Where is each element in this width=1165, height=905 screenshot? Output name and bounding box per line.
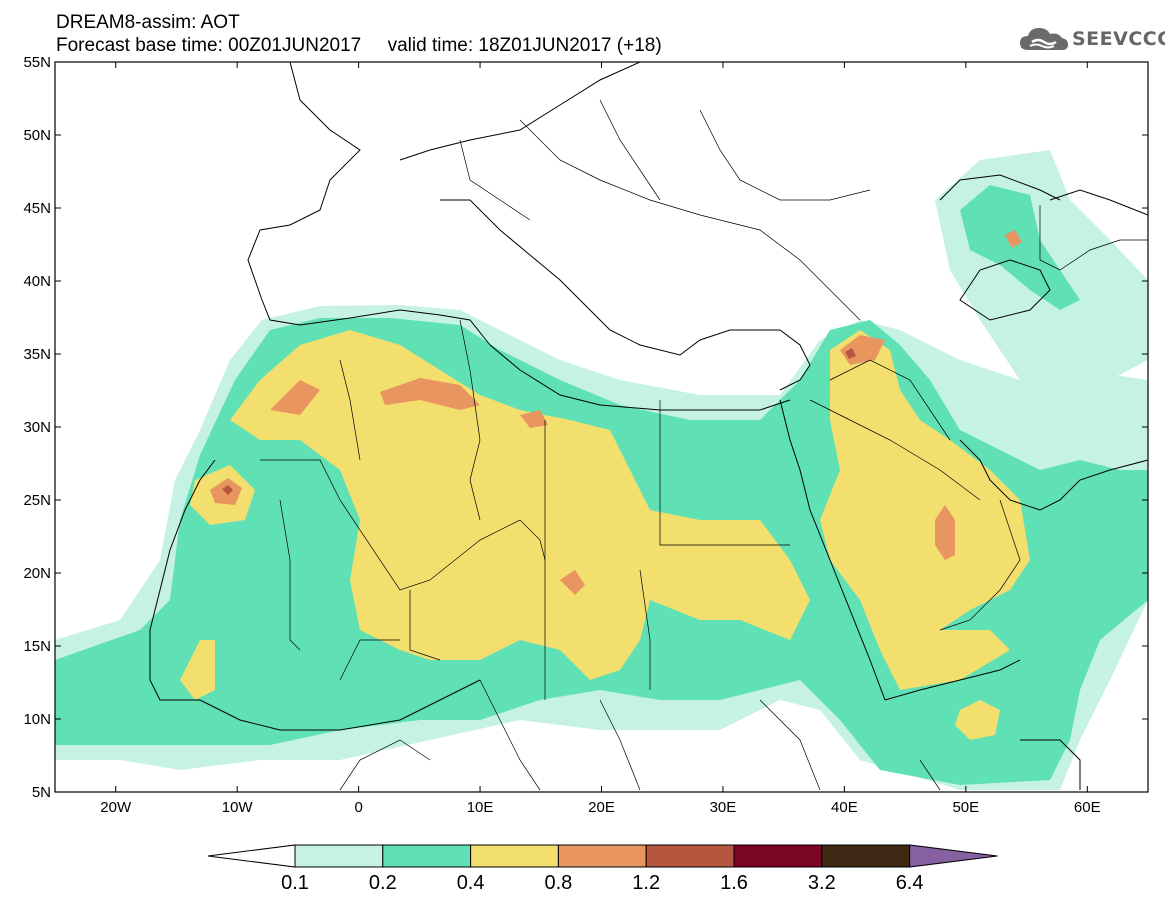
lon-tick-label: 10E — [467, 799, 494, 816]
lon-tick-label: 60E — [1074, 799, 1101, 816]
aot-band-0.4-gulf — [955, 700, 1000, 740]
aot-band-0.8-libya — [520, 410, 548, 428]
colorbar-label: 0.8 — [544, 872, 572, 894]
colorbar-label: 0.2 — [369, 872, 397, 894]
lat-tick-label: 25N — [23, 492, 51, 509]
brand-name: SEEVCCC — [1072, 28, 1165, 50]
aot-band-0.4-sahel — [180, 640, 215, 700]
colorbar-label: 0.4 — [457, 872, 485, 894]
colorbar-swatch — [470, 844, 559, 868]
aot-band-0.4 — [230, 330, 810, 680]
axis-ticks: 55N 50N 45N 40N 35N 30N 25N 20N 15N 10N 5N 20W 10W 0 1… — [23, 54, 1148, 816]
colorbar-swatch — [821, 844, 911, 868]
lat-tick-label: 15N — [23, 638, 51, 655]
lat-tick-label: 5N — [32, 784, 51, 801]
aot-band-0.8-caspian — [1005, 230, 1022, 248]
aot-band-0.8-chad — [560, 570, 585, 595]
colorbar-swatch — [733, 844, 823, 868]
map-title: DREAM8-assim: AOT — [56, 12, 240, 33]
colorbar-label: 0.1 — [281, 872, 309, 894]
colorbar-label: 3.2 — [808, 872, 836, 894]
colorbar-label: 6.4 — [896, 872, 924, 894]
colorbar-under-arrow — [207, 844, 296, 868]
lat-tick-label: 10N — [23, 711, 51, 728]
lat-tick-label: 35N — [23, 346, 51, 363]
lon-tick-label: 30E — [710, 799, 737, 816]
forecast-time-info: Forecast base time: 00Z01JUN2017 valid t… — [56, 35, 662, 56]
colorbar-swatch — [382, 844, 472, 868]
lon-tick-label: 10W — [222, 799, 254, 816]
lat-tick-label: 20N — [23, 565, 51, 582]
lat-tick-label: 45N — [23, 200, 51, 217]
country-borders — [260, 99, 1148, 791]
brand-logo: SEEVCCC — [1018, 24, 1165, 54]
colorbar-swatch — [294, 844, 384, 868]
lon-tick-label: 20E — [588, 799, 615, 816]
lat-tick-label: 30N — [23, 419, 51, 436]
coastlines — [149, 62, 1148, 790]
aot-band-0.8-atlas — [270, 380, 320, 415]
lon-tick-label: 50E — [952, 799, 979, 816]
lon-tick-label: 20W — [100, 799, 132, 816]
lat-tick-label: 55N — [23, 54, 51, 71]
aot-band-0.2-caspian — [960, 185, 1080, 310]
aot-band-0.4-arabia — [820, 330, 1030, 690]
colorbar-swatch — [645, 844, 735, 868]
aot-band-0.8-saudi — [935, 505, 955, 560]
colorbar-over-arrow — [909, 844, 998, 868]
lat-tick-label: 50N — [23, 127, 51, 144]
colorbar-label: 1.6 — [720, 872, 748, 894]
aot-band-0.8-algeria — [380, 378, 480, 410]
colorbar: 0.1 0.2 0.4 0.8 1.2 1.6 3.2 6.4 — [207, 844, 998, 894]
lon-tick-label: 40E — [831, 799, 858, 816]
lon-tick-label: 0 — [354, 799, 362, 816]
cloud-icon — [1020, 28, 1068, 50]
colorbar-swatch — [557, 844, 647, 868]
colorbar-label: 1.2 — [632, 872, 660, 894]
lat-tick-label: 40N — [23, 273, 51, 290]
aot-field — [55, 62, 1148, 791]
